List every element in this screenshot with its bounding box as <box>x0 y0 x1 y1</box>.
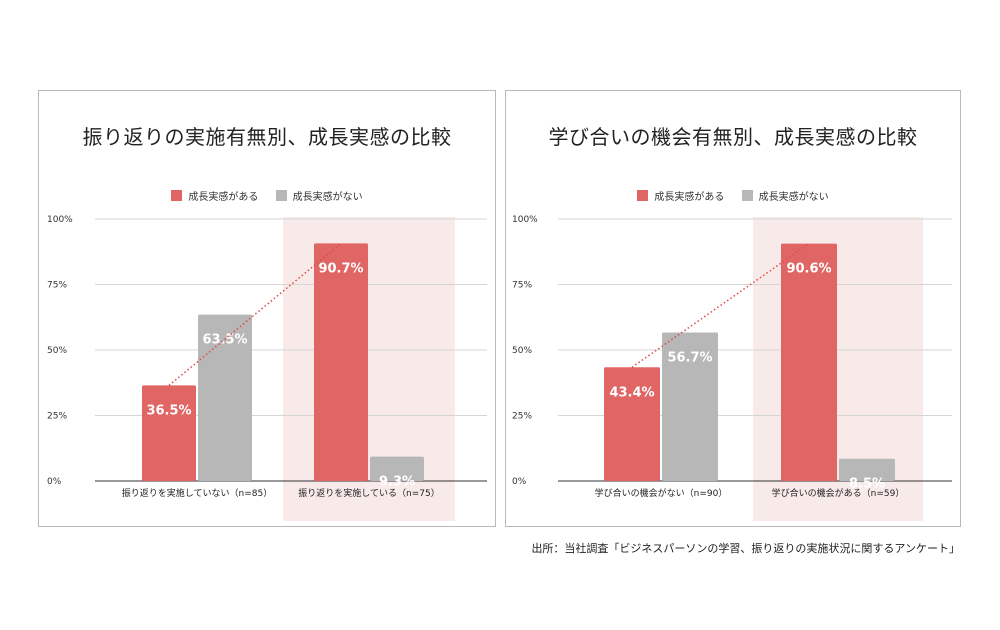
category-label: 学び合いの機会がない（n=90） <box>595 487 728 499</box>
y-tick-label: 100% <box>512 215 538 225</box>
chart-right-svg: 0% 25% 50% 75% 100% 43.4% 56.7% 学び合いの機会がない（n=90… <box>512 215 952 521</box>
data-label: 63.5% <box>202 333 247 348</box>
legend-swatch-gray <box>275 190 287 201</box>
bar <box>604 367 660 481</box>
chart-title-right: 学び合いの機会有無別、成長実感の比較 <box>548 125 918 149</box>
legend-item-has-growth: 成長実感がある <box>171 188 258 203</box>
source-note: 出所：当社調査「ビジネスパーソンの学習、振り返りの実施状況に関するアンケート」 <box>531 542 960 555</box>
data-label: 9.3% <box>379 475 415 490</box>
legend-label: 成長実感がある <box>654 192 725 203</box>
bar <box>370 456 424 481</box>
data-label: 43.4% <box>609 385 654 400</box>
chart-panel-left: 0% 25% 50% 75% 100% 36.5% 63.5% 振り返りを実施していない（n=… <box>38 90 496 527</box>
data-label: 8.5% <box>849 477 885 492</box>
legend-label: 成長実感がない <box>758 192 829 203</box>
y-tick-label: 0% <box>47 477 62 487</box>
y-tick-label: 75% <box>512 281 532 291</box>
category-label: 振り返りを実施している（n=75） <box>298 487 439 499</box>
bar <box>781 243 837 481</box>
category-label: 振り返りを実施していない（n=85） <box>122 487 272 499</box>
y-tick-label: 50% <box>47 346 67 356</box>
legend-left: 成長実感がある 成長実感がない <box>39 188 495 204</box>
chart-title-left: 振り返りの実施有無別、成長実感の比較 <box>82 125 452 149</box>
legend-item-has-growth: 成長実感がある <box>637 188 724 203</box>
data-label: 56.7% <box>667 350 712 365</box>
legend-item-no-growth: 成長実感がない <box>741 188 829 203</box>
y-tick-label: 25% <box>512 412 532 422</box>
trend-dotted-line <box>168 242 342 386</box>
legend-swatch-gray <box>741 190 753 201</box>
category-label: 学び合いの機会がある（n=59） <box>772 487 905 499</box>
highlight-band <box>753 217 923 521</box>
data-label: 90.7% <box>318 261 363 276</box>
bar <box>142 385 196 481</box>
chart-panel-right: 0% 25% 50% 75% 100% 43.4% 56.7% 学び合いの機会がない（n=90… <box>505 90 961 527</box>
legend-label: 成長実感がある <box>188 192 259 203</box>
chart-left-svg: 0% 25% 50% 75% 100% 36.5% 63.5% 振り返りを実施していない（n=… <box>47 215 487 521</box>
y-tick-label: 75% <box>47 281 67 291</box>
bar <box>839 458 895 481</box>
y-tick-label: 100% <box>47 215 73 225</box>
y-tick-label: 50% <box>512 346 532 356</box>
data-label: 90.6% <box>786 262 831 277</box>
highlight-band <box>283 217 455 521</box>
y-tick-label: 0% <box>512 477 527 487</box>
legend-swatch-red <box>637 190 649 201</box>
legend-right: 成長実感がある 成長実感がない <box>506 188 960 204</box>
bar <box>662 332 718 481</box>
y-tick-label: 25% <box>47 412 67 422</box>
legend-swatch-red <box>171 190 183 201</box>
bar <box>314 243 368 481</box>
legend-label: 成長実感がない <box>292 192 363 203</box>
data-label: 36.5% <box>146 403 191 418</box>
bar <box>198 314 252 481</box>
legend-item-no-growth: 成長実感がない <box>275 188 363 203</box>
